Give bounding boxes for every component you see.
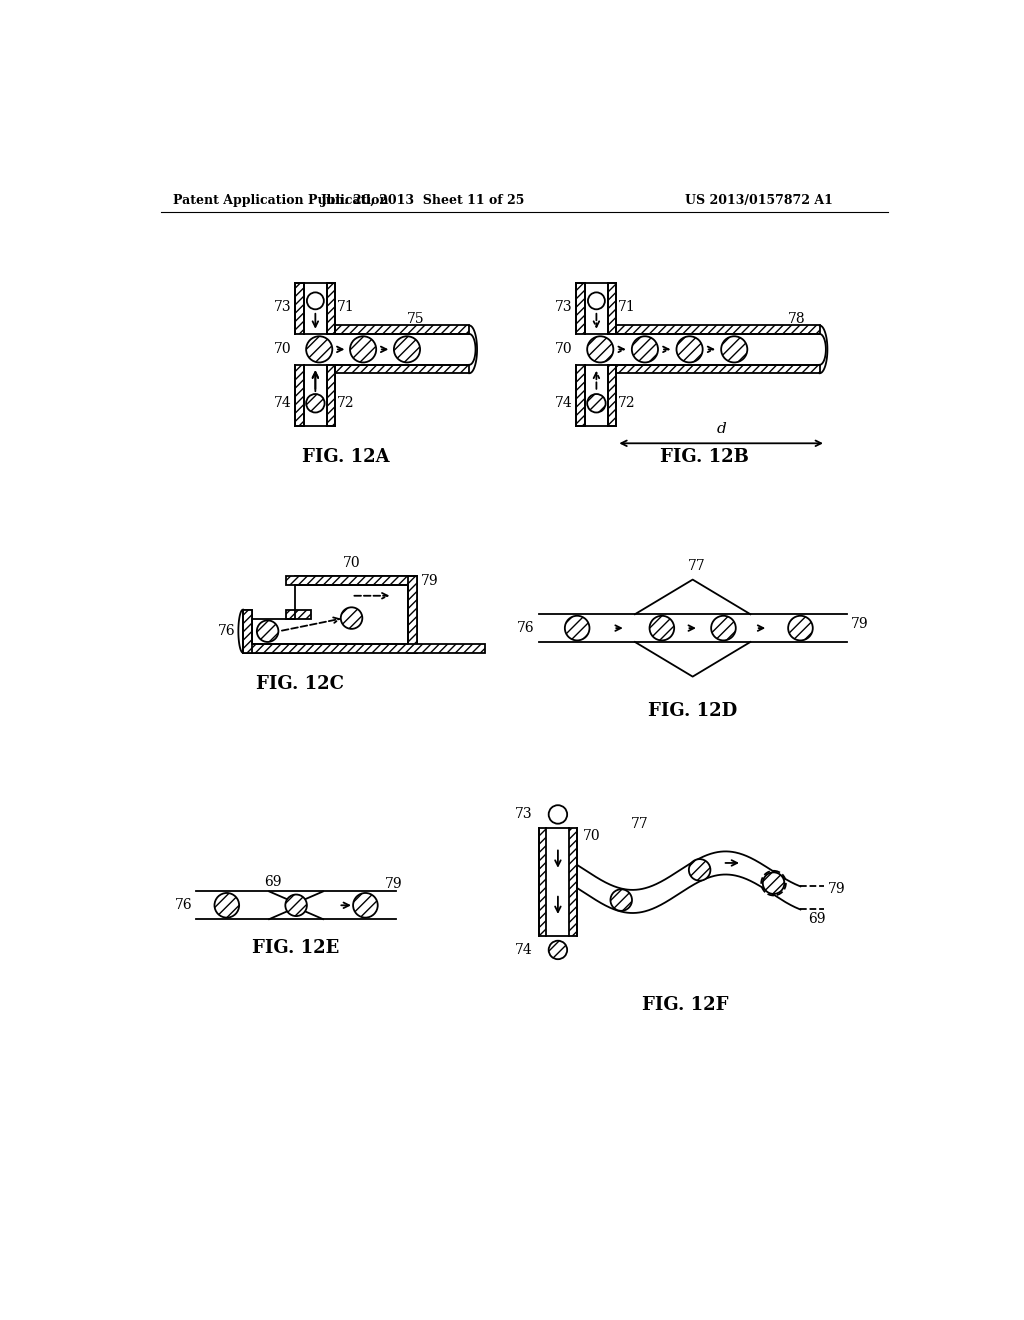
Text: FIG. 12F: FIG. 12F <box>642 997 728 1014</box>
Text: d: d <box>716 421 726 436</box>
Bar <box>295 284 304 334</box>
Ellipse shape <box>587 393 605 412</box>
Bar <box>243 644 484 653</box>
Text: 79: 79 <box>827 882 845 896</box>
Ellipse shape <box>549 941 567 960</box>
Text: FIG. 12D: FIG. 12D <box>648 702 737 721</box>
Text: 76: 76 <box>174 899 193 912</box>
Text: 76: 76 <box>218 624 236 638</box>
Text: FIG. 12E: FIG. 12E <box>253 939 340 957</box>
Text: 79: 79 <box>421 574 438 589</box>
Ellipse shape <box>350 337 376 363</box>
Ellipse shape <box>286 895 307 916</box>
Bar <box>243 610 252 653</box>
Text: 71: 71 <box>337 300 354 314</box>
Text: 78: 78 <box>787 313 806 326</box>
Bar <box>577 284 585 334</box>
Bar <box>295 576 408 585</box>
Text: 70: 70 <box>555 342 572 356</box>
Bar <box>616 364 819 374</box>
Ellipse shape <box>689 859 711 880</box>
Bar <box>295 364 304 426</box>
Bar <box>336 364 469 374</box>
Bar <box>286 576 417 585</box>
Text: 74: 74 <box>273 396 292 411</box>
Bar <box>569 829 578 936</box>
Text: US 2013/0157872 A1: US 2013/0157872 A1 <box>685 194 833 207</box>
Circle shape <box>549 805 567 824</box>
Ellipse shape <box>788 615 813 640</box>
Ellipse shape <box>257 620 279 642</box>
Text: 74: 74 <box>515 942 532 957</box>
Text: 69: 69 <box>264 875 282 890</box>
Text: 72: 72 <box>617 396 636 411</box>
Bar <box>608 284 616 334</box>
Ellipse shape <box>353 892 378 917</box>
Bar <box>616 326 819 334</box>
Text: 75: 75 <box>407 313 424 326</box>
Text: 73: 73 <box>555 300 572 314</box>
Bar <box>243 610 252 653</box>
Text: 79: 79 <box>851 618 868 631</box>
Text: Patent Application Publication: Patent Application Publication <box>173 194 388 207</box>
Ellipse shape <box>587 337 613 363</box>
Text: 71: 71 <box>617 300 636 314</box>
Text: 73: 73 <box>273 300 292 314</box>
Ellipse shape <box>649 615 674 640</box>
Ellipse shape <box>214 892 240 917</box>
Text: 77: 77 <box>631 817 649 832</box>
Ellipse shape <box>306 393 325 412</box>
Circle shape <box>588 293 605 309</box>
Ellipse shape <box>711 615 736 640</box>
Bar <box>408 576 417 649</box>
Text: 70: 70 <box>273 342 292 356</box>
Bar <box>608 364 616 426</box>
Text: 76: 76 <box>517 622 535 635</box>
Text: 79: 79 <box>385 876 402 891</box>
Text: 77: 77 <box>688 560 706 573</box>
Ellipse shape <box>610 890 632 911</box>
Ellipse shape <box>677 337 702 363</box>
Bar <box>577 364 585 426</box>
Ellipse shape <box>306 337 333 363</box>
Circle shape <box>307 293 324 309</box>
Ellipse shape <box>632 337 658 363</box>
Text: 72: 72 <box>337 396 354 411</box>
Text: Jun. 20, 2013  Sheet 11 of 25: Jun. 20, 2013 Sheet 11 of 25 <box>321 194 525 207</box>
Bar <box>243 644 319 653</box>
Text: 70: 70 <box>584 829 601 843</box>
Ellipse shape <box>341 607 362 628</box>
Bar <box>336 326 469 334</box>
Text: FIG. 12B: FIG. 12B <box>659 449 749 466</box>
Bar <box>327 364 336 426</box>
Bar <box>539 829 547 936</box>
Text: FIG. 12C: FIG. 12C <box>256 675 344 693</box>
Ellipse shape <box>763 873 784 894</box>
Text: 70: 70 <box>343 556 360 570</box>
Ellipse shape <box>394 337 420 363</box>
Text: 74: 74 <box>555 396 572 411</box>
Ellipse shape <box>721 337 748 363</box>
Bar <box>327 284 336 334</box>
Bar <box>286 610 310 619</box>
Ellipse shape <box>565 615 590 640</box>
Bar <box>408 576 417 653</box>
Text: 69: 69 <box>808 912 825 927</box>
Text: 73: 73 <box>515 808 532 821</box>
Text: FIG. 12A: FIG. 12A <box>302 449 390 466</box>
